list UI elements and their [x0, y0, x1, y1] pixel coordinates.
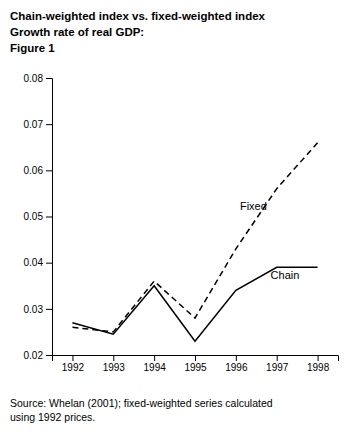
x-tick-mark	[113, 355, 114, 361]
y-tick-label: 0.06	[24, 165, 44, 176]
x-tick-mark	[72, 355, 73, 361]
line-label: Chain	[271, 269, 300, 281]
chart: Chain-weighted index vs. fixed-weighted …	[0, 0, 360, 447]
y-tick-label: 0.07	[24, 119, 44, 130]
x-tick-label: 1994	[144, 362, 167, 373]
y-tick-mark	[46, 217, 52, 218]
y-tick-mark	[46, 263, 52, 264]
y-tick-label: 0.02	[24, 350, 44, 361]
plot: 1992 1993 1994 1995 1996 1997 1998 0.02 0.03 0.04…	[24, 73, 339, 373]
x-tick-mark	[277, 355, 278, 361]
x-tick-label: 1997	[266, 362, 289, 373]
y-tick: 0.02	[24, 350, 52, 361]
x-tick-mark	[318, 355, 319, 361]
x-tick: 1996	[225, 355, 248, 373]
y-tick: 0.07	[24, 119, 52, 130]
x-tick: 1993	[103, 355, 126, 373]
x-axis-line	[53, 356, 339, 362]
y-tick-label: 0.08	[24, 73, 44, 84]
y-tick-label: 0.05	[24, 211, 44, 222]
y-tick-mark	[46, 78, 52, 79]
y-tick: 0.08	[24, 73, 52, 84]
y-tick: 0.04	[24, 257, 52, 268]
x-tick: 1995	[184, 355, 207, 373]
line	[72, 143, 317, 332]
y-tick: 0.05	[24, 211, 52, 222]
y-tick-mark	[46, 124, 52, 125]
x-tick: 1994	[144, 355, 167, 373]
x-tick: 1998	[307, 355, 330, 373]
lines	[72, 143, 317, 342]
y-tick-label: 0.04	[24, 257, 44, 268]
x-tick-label: 1998	[307, 362, 330, 373]
x-tick-label: 1992	[62, 362, 85, 373]
title: Chain-weighted index vs. fixed-weighted …	[10, 10, 266, 22]
x-tick: 1997	[266, 355, 289, 373]
x-tick-mark	[236, 355, 237, 361]
title: Figure 1	[10, 42, 55, 54]
y-tick-label: 0.03	[24, 304, 44, 315]
x-tick-label: 1996	[225, 362, 248, 373]
x-tick-mark	[154, 355, 155, 361]
y-tick-mark	[46, 309, 52, 310]
y-tick: 0.03	[24, 304, 52, 315]
x-tick-label: 1995	[184, 362, 207, 373]
source-note-line: using 1992 prices.	[10, 411, 95, 423]
source-note: Source: Whelan (2001); fixed-weighted se…	[10, 397, 273, 423]
y-axis-line	[46, 79, 53, 356]
y-tick: 0.06	[24, 165, 52, 176]
title: Growth rate of real GDP:	[10, 26, 144, 38]
source-note-line: Source: Whelan (2001); fixed-weighted se…	[10, 397, 273, 409]
x-tick-mark	[195, 355, 196, 361]
x-tick: 1992	[62, 355, 85, 373]
line	[72, 267, 317, 341]
y-tick-mark	[46, 170, 52, 171]
y-tick-mark	[46, 355, 52, 356]
x-tick-label: 1993	[103, 362, 126, 373]
line-label: Fixed	[240, 200, 267, 212]
x-axis: 1992 1993 1994 1995 1996 1997 1998	[53, 355, 339, 373]
y-axis: 0.02 0.03 0.04 0.05 0.06 0.07 0.08	[24, 73, 53, 361]
